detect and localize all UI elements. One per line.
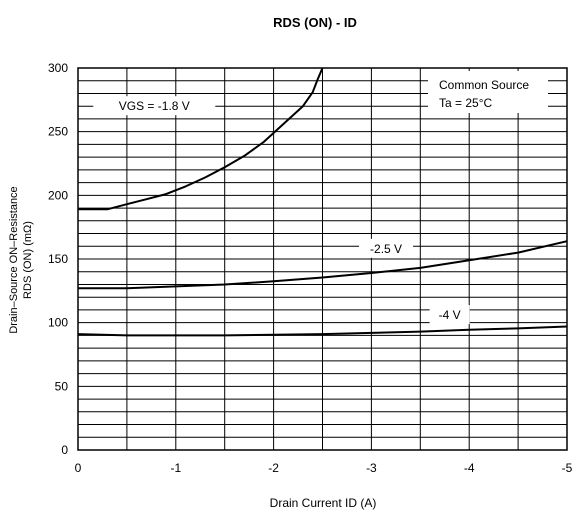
y-tick-label: 0 — [61, 443, 68, 457]
chart-title: RDS (ON) - ID — [273, 15, 357, 30]
y-tick-labels: 0 50 100 150 200 250 300 — [48, 61, 68, 457]
annotation-line1: Common Source — [439, 78, 529, 92]
curve-label-2: -4 V — [439, 308, 461, 322]
annotation-line2: Ta = 25°C — [439, 96, 492, 110]
curve-label-0: VGS = -1.8 V — [119, 99, 190, 113]
x-tick-label: -3 — [366, 461, 377, 475]
y-tick-label: 50 — [55, 379, 69, 393]
grid-lines — [78, 68, 567, 450]
y-tick-label: 200 — [48, 188, 68, 202]
x-tick-label: 0 — [75, 461, 82, 475]
x-tick-label: -2 — [268, 461, 279, 475]
x-axis-label: Drain Current ID (A) — [270, 496, 377, 510]
curve-labels: VGS = -1.8 V -2.5 V -4 V — [93, 96, 469, 324]
x-tick-label: -5 — [562, 461, 573, 475]
y-tick-label: 100 — [48, 316, 68, 330]
y-tick-label: 150 — [48, 252, 68, 266]
x-tick-label: -4 — [464, 461, 475, 475]
y-axis-label-line2: RDS (ON) (mΩ) — [22, 221, 34, 299]
conditions-annotation: Common Source Ta = 25°C — [428, 71, 548, 113]
curve-label-1: -2.5 V — [370, 242, 402, 256]
y-axis-label-line1: Drain–Source ON–Resistance — [8, 186, 20, 333]
x-tick-labels: 0 -1 -2 -3 -4 -5 — [75, 461, 573, 475]
y-tick-label: 300 — [48, 61, 68, 75]
curve-series-0 — [78, 68, 323, 209]
y-tick-label: 250 — [48, 125, 68, 139]
x-tick-label: -1 — [170, 461, 181, 475]
